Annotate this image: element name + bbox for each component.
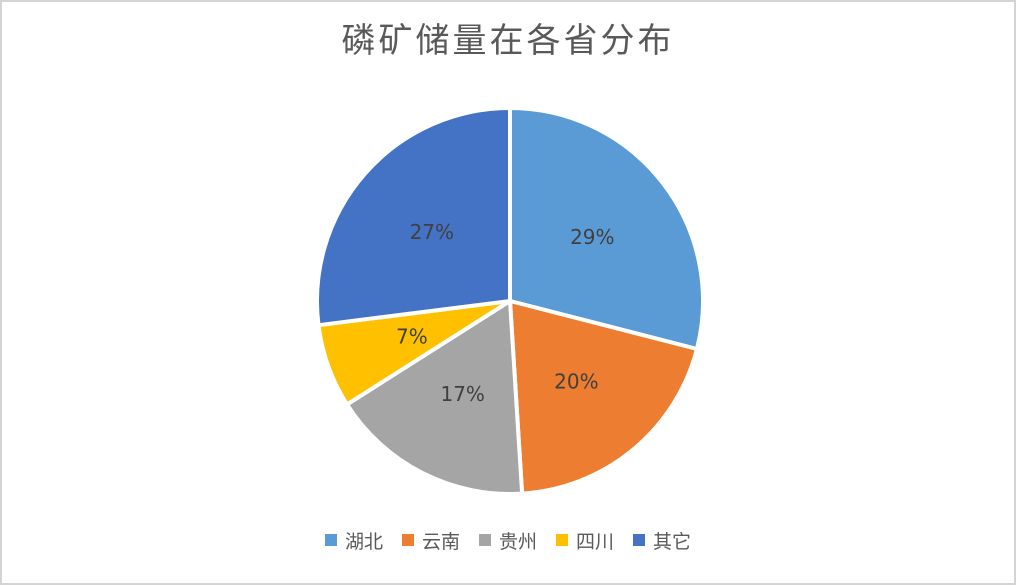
chart-title: 磷矿储量在各省分布 [341, 23, 675, 60]
legend-item-云南: 云南 [401, 527, 460, 554]
legend-swatch-icon [478, 534, 491, 546]
legend-swatch-icon [556, 534, 568, 546]
legend-item-贵州: 贵州 [478, 527, 537, 554]
pie-slice-其它 [315, 106, 512, 328]
pie-data-label-贵州: 17% [440, 382, 484, 406]
pie-slice-湖北 [508, 106, 705, 351]
legend-item-其它: 其它 [633, 527, 691, 554]
legend-label: 四川 [576, 531, 615, 553]
pie-data-label-云南: 20% [554, 369, 598, 393]
chart-legend: 湖北 云南 贵州 四川 其它 [2, 526, 1014, 554]
pie-slice-云南 [508, 299, 699, 496]
legend-label: 贵州 [498, 531, 537, 553]
legend-label: 湖北 [344, 531, 383, 553]
legend-item-湖北: 湖北 [324, 527, 383, 554]
legend-swatch-icon [633, 534, 646, 546]
legend-label: 其它 [653, 531, 692, 553]
legend-swatch-icon [401, 534, 414, 546]
legend-item-四川: 四川 [556, 527, 614, 554]
legend-label: 云南 [421, 531, 460, 553]
pie-data-label-其它: 27% [410, 220, 454, 244]
pie-slice-贵州 [345, 299, 525, 496]
legend-swatch-icon [324, 534, 337, 546]
pie-data-label-湖北: 29% [570, 225, 614, 249]
pie-data-label-四川: 7% [396, 324, 428, 348]
